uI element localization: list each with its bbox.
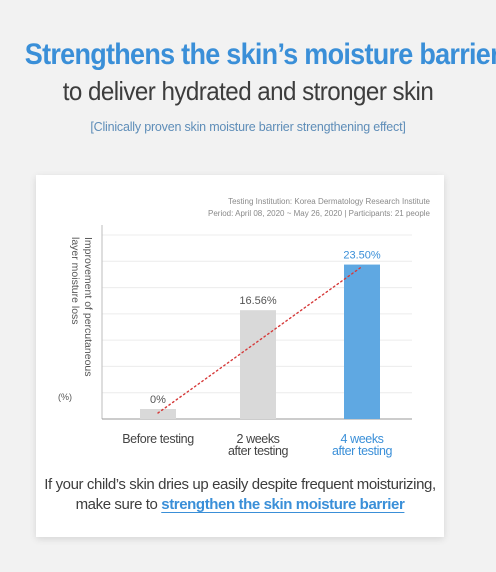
category-label-4-weeks-line2: after testing [332, 444, 392, 458]
chart-card: Testing Institution: Korea Dermatology R… [36, 175, 444, 537]
headline-title: Strengthens the skin’s moisture barrier [25, 38, 471, 72]
category-label-4-weeks: 4 weeks after testing [317, 433, 407, 457]
data-label-2: 23.50% [343, 250, 381, 262]
data-label-0: 0% [150, 394, 166, 406]
category-label-2-weeks: 2 weeks after testing [213, 433, 303, 457]
bar-1 [240, 310, 276, 419]
headline-subtitle: to deliver hydrated and stronger skin [17, 76, 478, 107]
footer-line1: If your child’s skin dries up easily des… [36, 476, 444, 493]
category-label-before: Before testing [113, 433, 203, 445]
footer-line2-prefix: make sure to [76, 496, 162, 513]
category-label-before-line1: Before testing [122, 432, 194, 446]
category-label-2-weeks-line2: after testing [228, 444, 288, 458]
data-label-1: 16.56% [239, 295, 277, 307]
bar-0 [140, 409, 176, 419]
footer-emphasis-link: strengthen the skin moisture barrier [161, 496, 404, 513]
clinical-caption: [Clinically proven skin moisture barrier… [0, 120, 496, 134]
footer-line2: make sure to strengthen the skin moistur… [36, 496, 444, 513]
bar-2 [344, 265, 380, 419]
